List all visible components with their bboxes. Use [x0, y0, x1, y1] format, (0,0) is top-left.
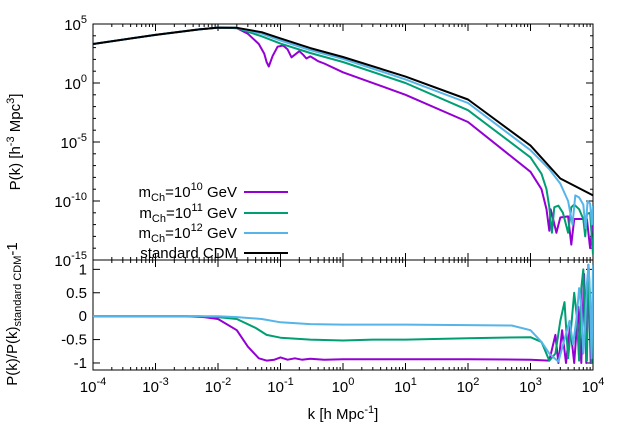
- top-y-tick-label-4-base: 10: [64, 17, 81, 34]
- bottom-y-tick-label-3: -0.5: [61, 332, 87, 349]
- legend-sup: 12: [191, 222, 203, 234]
- top-y-tick-label-0-exp: -15: [71, 250, 87, 262]
- xlabel-sup: -1: [364, 404, 374, 416]
- bottom-panel: 10-4 10-3 10-2 10-1 100 101 102 103 10410.50-0.5…: [4, 242, 604, 423]
- top-y-tick-label-4: 105: [64, 14, 87, 34]
- x-tick-label-2-base: 10: [205, 379, 222, 396]
- top-y-tick-label-3-exp: 0: [81, 73, 87, 85]
- x-tick-label-0-exp: -4: [96, 376, 106, 388]
- x-tick-label-1-base: 10: [142, 379, 159, 396]
- top-y-tick-label-1-base: 10: [54, 194, 71, 211]
- x-tick-label-5-exp: 1: [411, 376, 417, 388]
- legend-sup: 10: [191, 181, 203, 193]
- legend-eq: =10: [166, 205, 191, 222]
- legend-m: m: [139, 184, 152, 201]
- x-tick-label-3-base: 10: [267, 379, 284, 396]
- x-tick-label-1: 10-3: [142, 376, 168, 396]
- bottom-ticks: 10-4 10-3 10-2 10-1 100 101 102 103 10410.50-0.5…: [61, 260, 604, 396]
- x-axis-title: k [h Mpc-1]: [308, 404, 379, 423]
- x-tick-label-3: 10-1: [267, 376, 293, 396]
- x-tick-label-4-exp: 0: [348, 376, 354, 388]
- bottom-plot-frame: [92, 259, 594, 371]
- bottom-series-line-0: [93, 263, 593, 364]
- xlabel-end: ]: [374, 406, 378, 423]
- bottom-ylabel-main: P(k)/P(k): [4, 327, 21, 386]
- x-tick-label-7: 103: [519, 376, 542, 396]
- top-series-line-1: [93, 26, 593, 255]
- x-tick-label-2-exp: -2: [221, 376, 231, 388]
- legend-sup: 11: [191, 202, 202, 214]
- legend-sub: Ch: [152, 213, 166, 225]
- bottom-y-tick-label-4: -1: [74, 355, 87, 372]
- x-tick-label-1-exp: -3: [159, 376, 169, 388]
- top-y-tick-label-3-base: 10: [64, 76, 81, 93]
- top-y-tick-label-3: 100: [64, 73, 87, 93]
- top-y-tick-label-0: 10-15: [54, 250, 87, 270]
- legend-m: m: [139, 205, 152, 222]
- x-tick-label-5: 101: [394, 376, 417, 396]
- top-series-line-3: [93, 26, 593, 197]
- bottom-series-lines: [93, 263, 593, 364]
- x-tick-label-8-base: 10: [582, 379, 599, 396]
- xlabel-main: k [h Mpc: [308, 406, 365, 423]
- legend-sub: Ch: [151, 233, 165, 245]
- x-tick-label-2: 10-2: [205, 376, 231, 396]
- legend-label-2: mCh=1012 GeV: [139, 222, 237, 245]
- x-tick-label-6-exp: 2: [473, 376, 479, 388]
- bottom-series-line-2: [93, 263, 593, 363]
- x-tick-label-6: 102: [457, 376, 480, 396]
- top-series-line-0: [93, 26, 593, 250]
- x-tick-label-8-exp: 4: [598, 376, 604, 388]
- top-ylabel-sup1: -3: [5, 136, 17, 146]
- x-tick-label-0: 10-4: [80, 376, 106, 396]
- top-y-tick-label-0-base: 10: [54, 253, 71, 270]
- x-tick-label-5-base: 10: [394, 379, 411, 396]
- legend-m: m: [139, 225, 152, 242]
- legend-label-3: standard CDM: [140, 245, 237, 262]
- bottom-y-tick-label-2: 0: [79, 308, 87, 325]
- top-y-tick-label-1: 10-10: [54, 191, 87, 211]
- x-tick-label-7-base: 10: [519, 379, 536, 396]
- legend-unit: GeV: [203, 225, 237, 242]
- legend-eq: =10: [165, 184, 190, 201]
- top-series-lines: [93, 26, 593, 255]
- x-tick-label-4-base: 10: [332, 379, 349, 396]
- top-y-tick-label-1-exp: -10: [71, 191, 87, 203]
- legend-eq: =10: [165, 225, 190, 242]
- top-y-axis-title: P(k) [h-3 Mpc3]: [5, 94, 24, 191]
- bottom-series-line-1: [93, 266, 593, 364]
- legend-label-1: mCh=1011 GeV: [139, 202, 237, 225]
- top-y-tick-label-2-base: 10: [61, 135, 78, 152]
- legend-unit: GeV: [203, 205, 237, 222]
- top-ylabel-end: ]: [7, 94, 24, 98]
- x-tick-label-0-base: 10: [80, 379, 97, 396]
- top-ylabel-sup2: 3: [5, 98, 17, 104]
- bottom-y-axis-title: P(k)/P(k)standard CDM-1: [4, 242, 24, 385]
- bottom-ylabel-end: -1: [4, 242, 21, 255]
- top-ylabel-main: P(k) [h: [7, 146, 24, 190]
- x-tick-label-8: 104: [582, 376, 605, 396]
- bottom-y-tick-label-0: 1: [79, 261, 87, 278]
- top-ylabel-mid: Mpc: [7, 103, 24, 136]
- x-tick-label-7-exp: 3: [536, 376, 542, 388]
- top-y-tick-label-4-exp: 5: [81, 14, 87, 26]
- top-y-tick-label-2-exp: -5: [77, 132, 87, 144]
- x-tick-label-6-base: 10: [457, 379, 474, 396]
- top-y-tick-label-2: 10-5: [61, 132, 87, 152]
- legend-sub: Ch: [151, 192, 165, 204]
- bottom-y-tick-label-1: 0.5: [66, 285, 87, 302]
- legend-unit: GeV: [203, 184, 237, 201]
- bottom-ylabel-sub: standard CDM: [12, 256, 24, 327]
- legend-label-text: standard CDM: [140, 245, 237, 262]
- legend-label-0: mCh=1010 GeV: [139, 181, 237, 204]
- x-tick-label-4: 100: [332, 376, 355, 396]
- x-tick-label-3-exp: -1: [284, 376, 294, 388]
